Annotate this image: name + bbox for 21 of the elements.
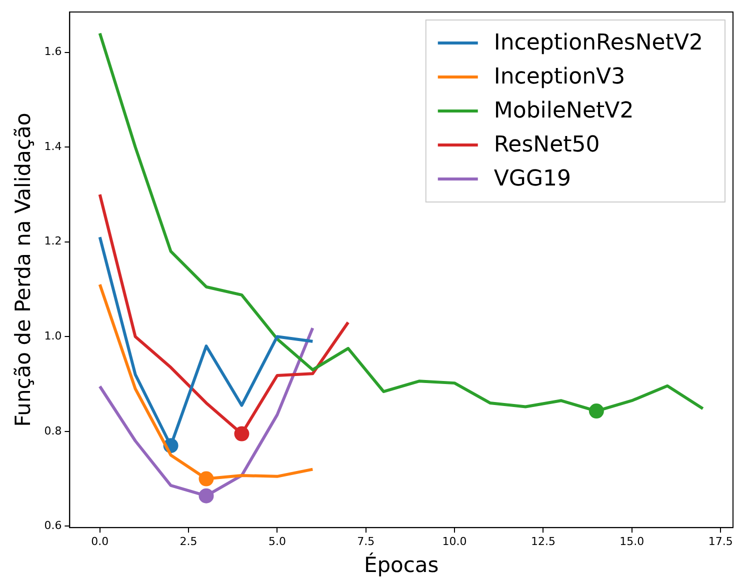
x-tick-label: 2.5 [180,535,198,548]
y-tick-label: 0.8 [44,424,62,438]
x-tick-label: 7.5 [357,535,375,548]
x-tick-label: 0.0 [91,535,109,548]
y-tick-label: 1.6 [44,45,62,58]
x-axis-title: Épocas [364,552,439,577]
y-tick-label: 1.4 [44,140,62,153]
x-tick-label: 17.5 [708,535,733,548]
x-tick-label: 5.0 [268,535,286,548]
x-tick-label: 12.5 [530,535,556,548]
y-tick-label: 1.0 [44,329,62,342]
legend-label: MobileNetV2 [494,98,634,124]
x-tick-label: 10.0 [442,535,467,548]
legend-label: VGG19 [494,166,572,192]
legend-label: ResNet50 [494,132,600,158]
x-tick-label: 15.0 [620,535,644,548]
y-axis-title: Função de Perda na Validação [11,112,36,427]
y-tick-label: 0.6 [44,519,62,532]
y-tick-label: 1.2 [44,234,62,248]
legend-label: InceptionV3 [494,64,626,90]
legend-label: InceptionResNetV2 [494,30,704,56]
